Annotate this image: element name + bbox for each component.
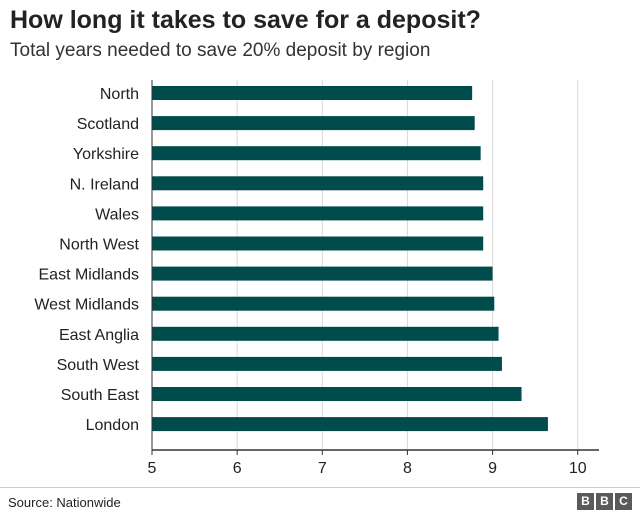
bbc-logo-letter: C bbox=[615, 493, 632, 510]
category-label: West Midlands bbox=[34, 297, 139, 314]
bbc-logo-letter: B bbox=[577, 493, 594, 510]
bar bbox=[152, 417, 548, 432]
bar bbox=[152, 326, 499, 341]
x-tick-label: 9 bbox=[488, 460, 497, 477]
category-label: London bbox=[86, 417, 139, 434]
bar bbox=[152, 356, 502, 371]
bar bbox=[152, 206, 484, 221]
category-label: North West bbox=[59, 237, 139, 254]
footer-divider bbox=[0, 487, 640, 488]
bar bbox=[152, 176, 484, 191]
bbc-logo-letter: B bbox=[596, 493, 613, 510]
category-label: North bbox=[100, 86, 139, 103]
bar bbox=[152, 236, 484, 251]
bar bbox=[152, 296, 495, 311]
category-label: Scotland bbox=[77, 116, 139, 133]
bar bbox=[152, 387, 522, 401]
bar bbox=[152, 86, 473, 100]
x-tick-label: 6 bbox=[233, 460, 242, 477]
x-tick-label: 8 bbox=[403, 460, 412, 477]
chart-subtitle: Total years needed to save 20% deposit b… bbox=[10, 40, 431, 61]
category-label: South East bbox=[61, 387, 140, 404]
bar bbox=[152, 266, 493, 281]
bar bbox=[152, 116, 475, 131]
bbc-logo: B B C bbox=[577, 493, 632, 510]
x-tick-label: 5 bbox=[148, 460, 157, 477]
bar bbox=[152, 146, 481, 161]
category-label: East Midlands bbox=[39, 267, 140, 284]
category-label: East Anglia bbox=[59, 327, 139, 344]
category-label: Yorkshire bbox=[73, 146, 139, 163]
category-label: N. Ireland bbox=[70, 176, 139, 193]
x-tick-label: 10 bbox=[569, 460, 587, 477]
source-note: Source: Nationwide bbox=[8, 495, 121, 510]
x-tick-label: 7 bbox=[318, 460, 327, 477]
category-label: Wales bbox=[95, 206, 139, 223]
bar-chart: North Scotland Yorkshire N. Ireland Wales Nor… bbox=[34, 80, 599, 477]
category-label: South West bbox=[57, 357, 140, 374]
chart-title: How long it takes to save for a deposit? bbox=[10, 6, 481, 34]
